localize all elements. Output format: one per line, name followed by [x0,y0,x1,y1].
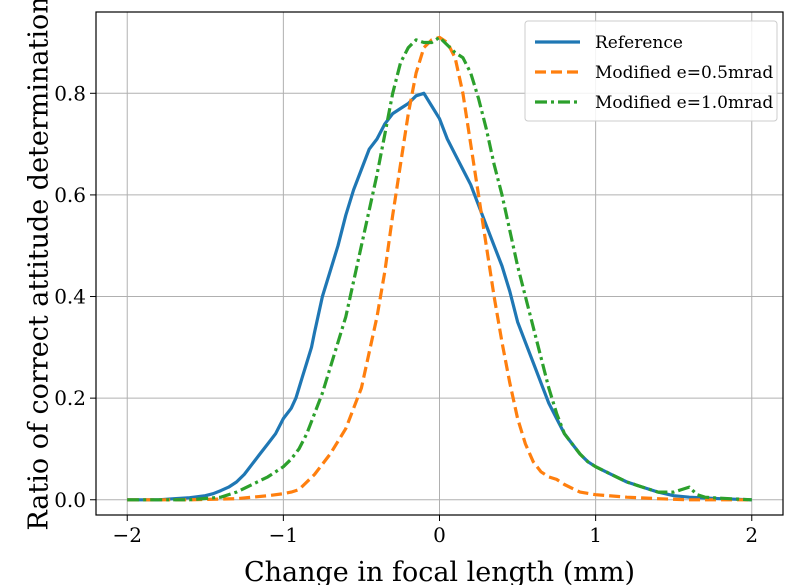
plot-lines [127,35,752,502]
y-axis-label: Ratio of correct attitude determination [24,0,55,531]
ticks [90,92,753,521]
y-tick-label: 0.6 [54,183,86,207]
tick-labels: −2 −1 0 1 2 0.0 0.2 0.4 0.6 0.8 [54,81,758,547]
x-tick-label: −1 [269,523,298,547]
x-tick-label: 1 [589,523,602,547]
y-tick-label: 0.8 [54,81,86,105]
legend-label-2: Modified e=0.5mrad [595,63,773,83]
x-tick-label: −2 [112,523,141,547]
y-tick-label: 0.0 [54,488,86,512]
x-tick-label: 2 [745,523,758,547]
x-tick-label: 0 [433,523,446,547]
legend-box [524,20,778,122]
series-line-2 [127,35,752,502]
series-line-3 [127,35,752,502]
series-line-1 [127,91,752,502]
legend-label-3: Modified e=1.0mrad [595,93,773,113]
legend-label-1: Reference [595,33,683,53]
y-tick-label: 0.4 [54,285,86,309]
y-tick-label: 0.2 [54,386,86,410]
x-axis-label: Change in focal length (mm) [244,557,635,585]
legend-entries: Reference Modified e=0.5mrad Modified e=1.… [535,33,773,113]
legend: Reference Modified e=0.5mrad Modified e=1.… [524,20,778,122]
